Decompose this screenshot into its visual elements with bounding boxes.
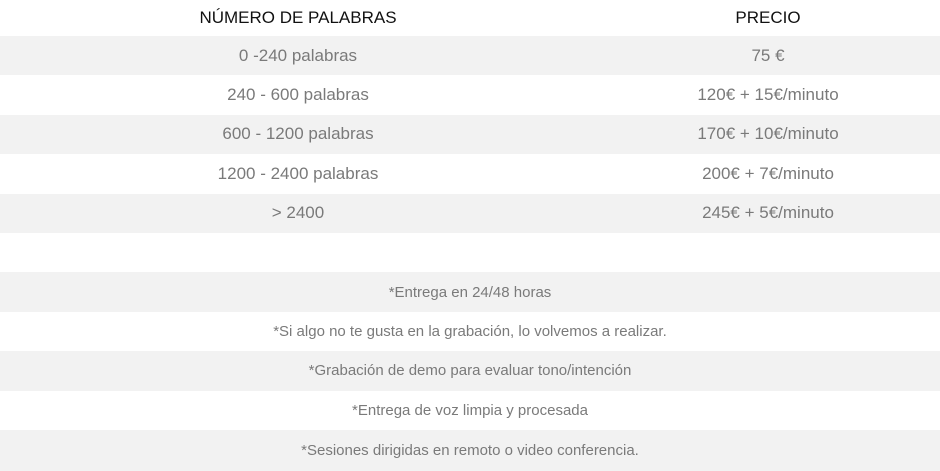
header-word-count: NÚMERO DE PALABRAS: [199, 8, 397, 27]
table-row: 600 - 1200 palabras 170€ + 10€/minuto: [0, 114, 940, 155]
price-cell: 75 €: [751, 45, 785, 65]
table-row: 1200 - 2400 palabras 200€ + 7€/minuto: [0, 154, 940, 193]
price-cell: 170€ + 10€/minuto: [697, 124, 839, 144]
note-row: *Sesiones dirigidas en remoto o video co…: [0, 429, 940, 471]
table-row: 240 - 600 palabras 120€ + 15€/minuto: [0, 75, 940, 114]
table-row: > 2400 245€ + 5€/minuto: [0, 193, 940, 233]
spacer-row: [0, 233, 940, 272]
note-row: *Si algo no te gusta en la grabación, lo…: [273, 322, 667, 340]
word-count-cell: 0 -240 palabras: [238, 45, 358, 65]
table-row: 0 -240 palabras 75 €: [0, 36, 940, 76]
header-price: PRECIO: [735, 8, 801, 27]
price-cell: 120€ + 15€/minuto: [697, 85, 839, 105]
note-row: *Entrega en 24/48 horas: [0, 272, 940, 312]
price-cell: 200€ + 7€/minuto: [702, 163, 834, 183]
table-header: NÚMERO DE PALABRAS PRECIO: [0, 0, 940, 36]
note-row: *Entrega de voz limpia y procesada: [352, 401, 588, 419]
word-count-cell: 1200 - 2400 palabras: [217, 163, 379, 183]
word-count-cell: 240 - 600 palabras: [227, 85, 369, 105]
price-cell: 245€ + 5€/minuto: [702, 203, 834, 223]
word-count-cell: 600 - 1200 palabras: [222, 124, 374, 144]
word-count-cell: > 2400: [271, 203, 325, 223]
note-row: *Grabación de demo para evaluar tono/int…: [0, 351, 940, 391]
